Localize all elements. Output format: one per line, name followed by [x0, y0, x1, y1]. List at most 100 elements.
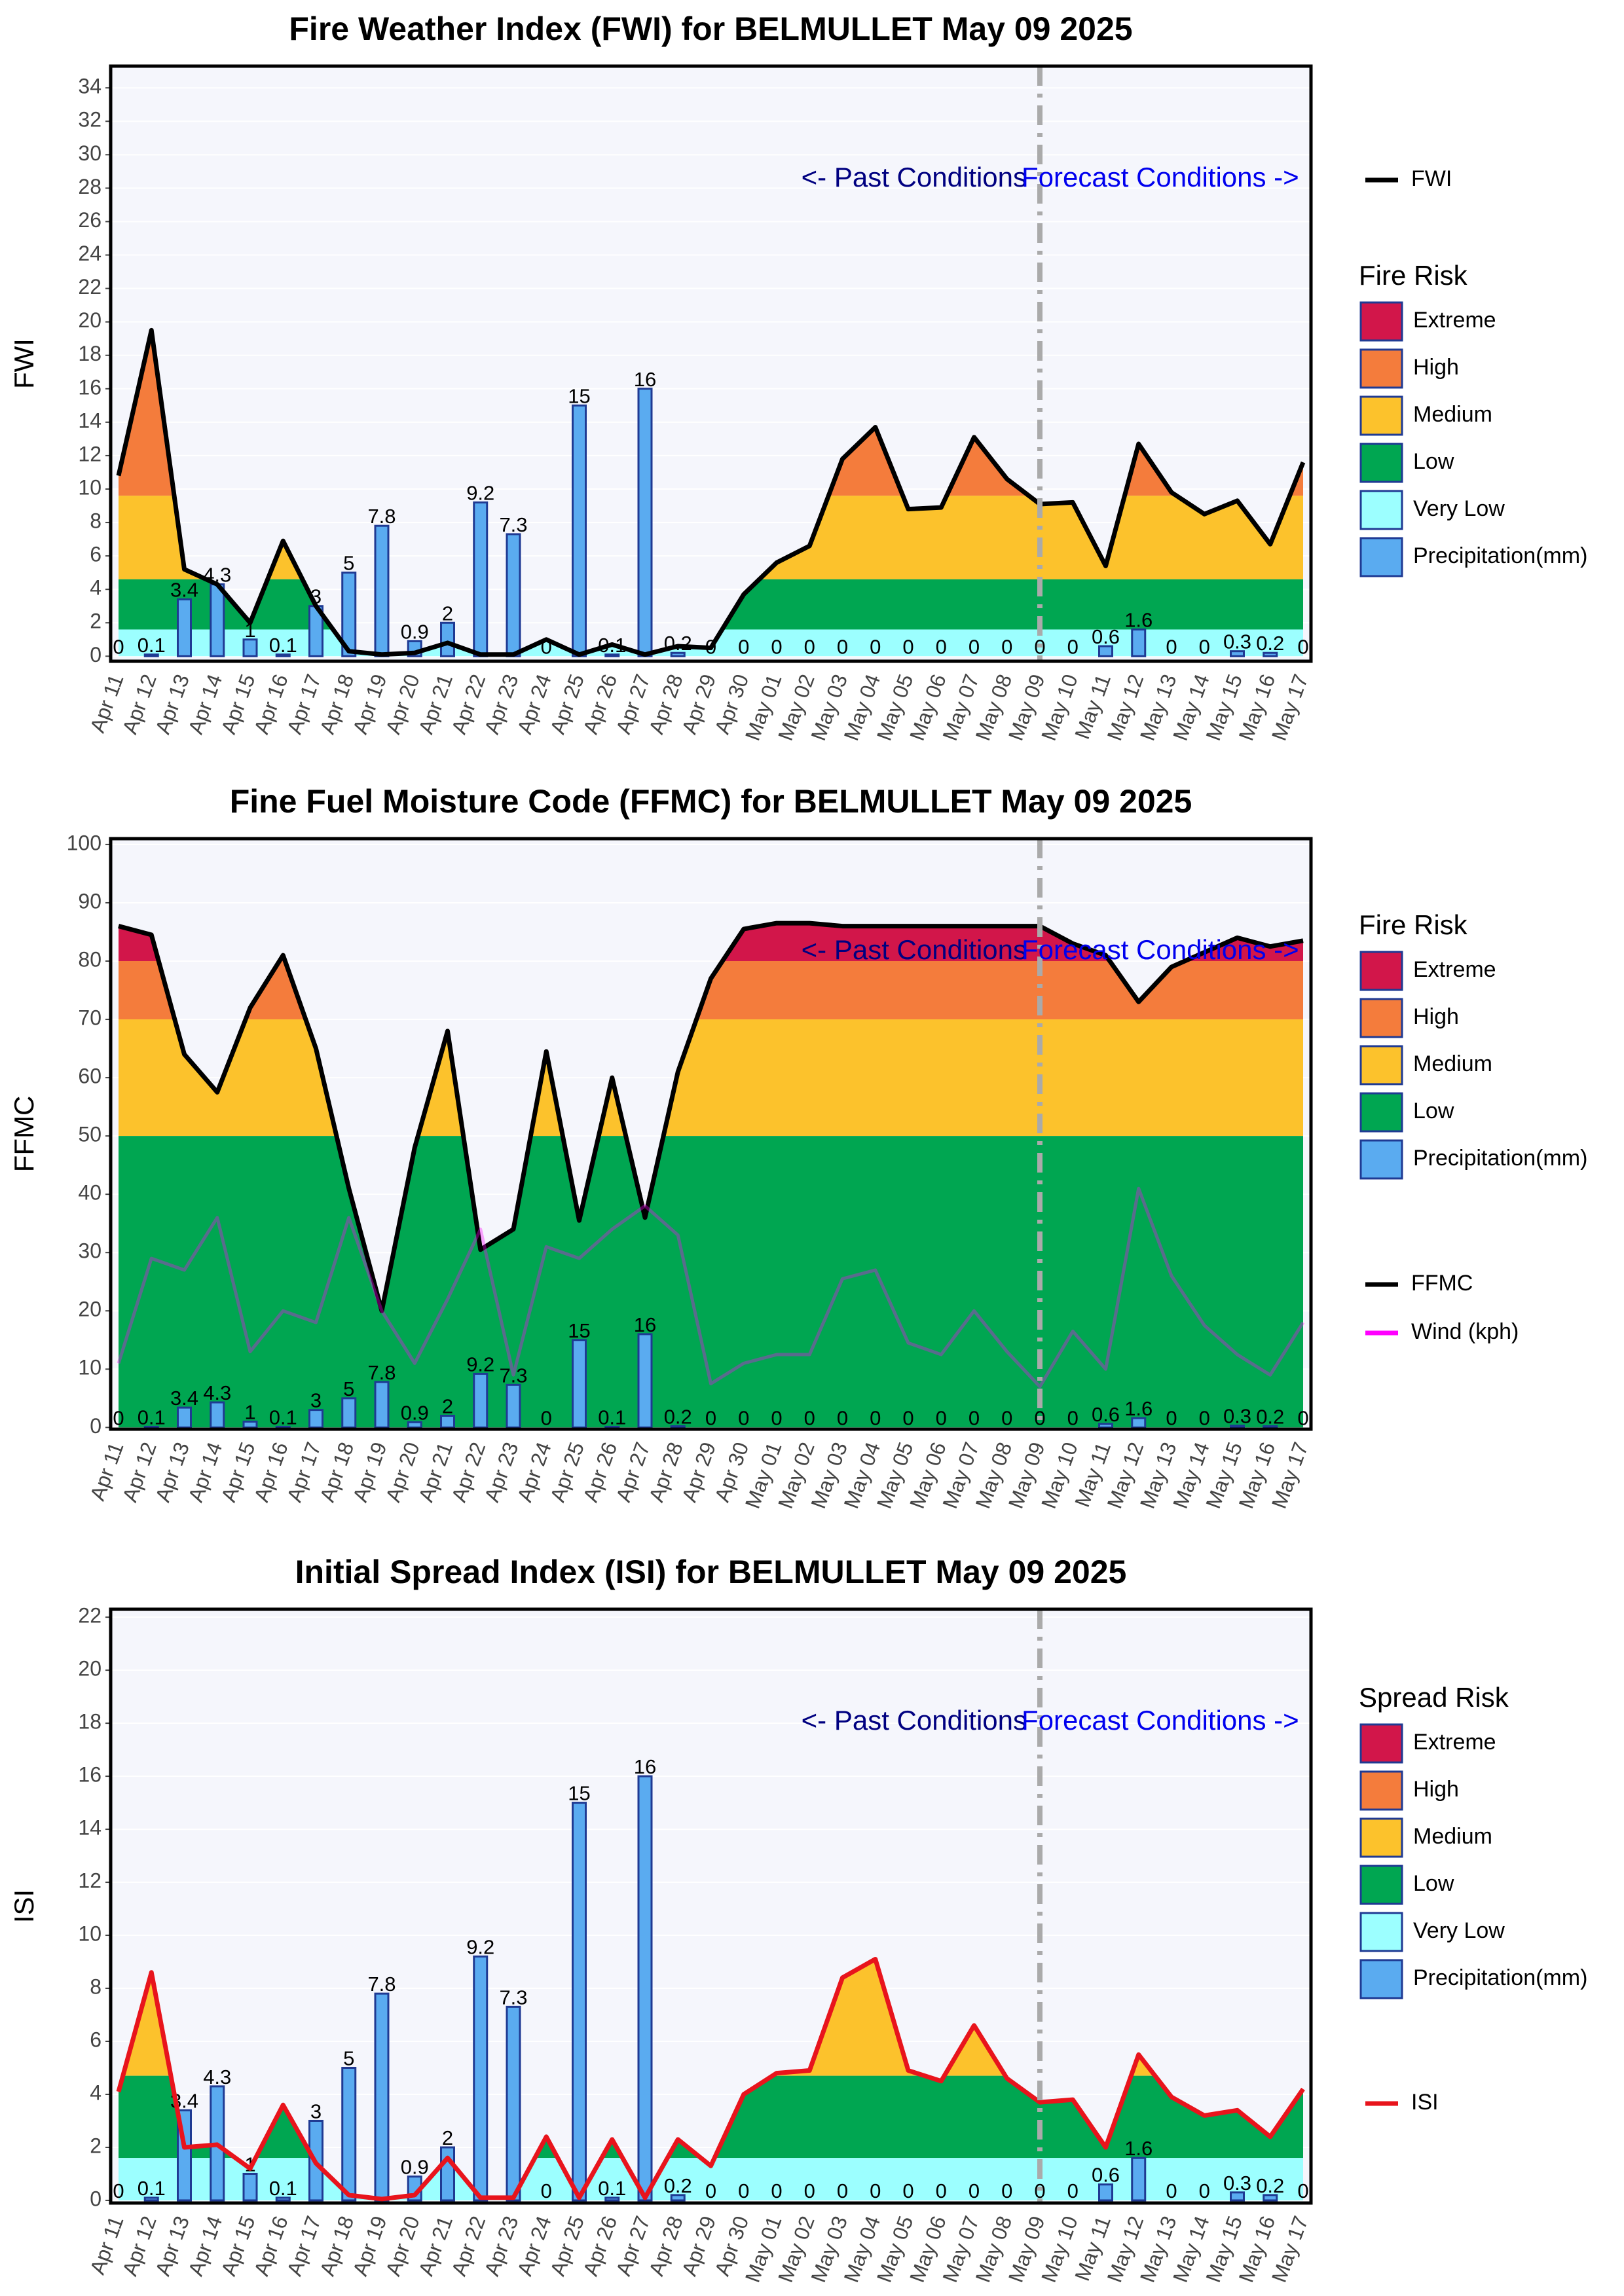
- bar-value-label: 0.3: [1223, 630, 1251, 653]
- precipitation-bar: [670, 651, 686, 657]
- bar-value-label: 0: [1067, 1406, 1079, 1429]
- bar-value-label: 0.1: [269, 634, 297, 657]
- bar-value-label: 3.4: [170, 1387, 198, 1410]
- y-tick-label: 40: [78, 1181, 101, 1205]
- bar-value-label: 0.9: [401, 620, 429, 643]
- legend-swatch: [1359, 1139, 1403, 1180]
- annotation: Forecast Conditions ->: [1022, 162, 1299, 192]
- legend-swatch: [1359, 443, 1403, 483]
- legend-label: Very Low: [1413, 1918, 1505, 1943]
- precipitation-bar: [572, 1339, 587, 1429]
- bar-value-label: 0: [870, 1406, 881, 1429]
- legend-swatch: [1359, 1770, 1403, 1811]
- legend-swatch: [1359, 301, 1403, 342]
- bar-value-label: 0.1: [598, 1406, 626, 1429]
- precipitation-bar: [473, 501, 489, 657]
- precipitation-bar: [506, 2005, 521, 2202]
- legend-label: Precipitation(mm): [1413, 1965, 1587, 1990]
- chart: Fine Fuel Moisture Code (FFMC) for BELMU…: [9, 783, 1587, 1512]
- bar-value-label: 7.8: [367, 1361, 396, 1384]
- y-tick-label: 60: [78, 1065, 101, 1088]
- bar-value-label: 0: [541, 1406, 552, 1429]
- bar-value-label: 0: [804, 1406, 815, 1429]
- y-tick-label: 10: [78, 1922, 101, 1945]
- bar-value-label: 7.3: [499, 513, 527, 536]
- bar-value-label: 0: [936, 2179, 947, 2202]
- legend-label: Extreme: [1413, 308, 1496, 333]
- legend-label: Low: [1413, 1871, 1454, 1896]
- bar-value-label: 0.6: [1092, 2164, 1120, 2187]
- y-axis-label: FWI: [9, 338, 39, 389]
- precipitation-bar: [1131, 1417, 1147, 1429]
- bar-value-label: 0: [1199, 2179, 1210, 2202]
- precipitation-bar: [637, 388, 653, 657]
- legend-swatch: [1359, 1865, 1403, 1905]
- legend-swatch: [1359, 395, 1403, 436]
- y-tick-label: 6: [90, 543, 101, 566]
- legend-swatch: [1359, 537, 1403, 577]
- precipitation-bar: [143, 653, 159, 657]
- precipitation-bar: [1131, 2157, 1147, 2202]
- precipitation-bar: [275, 653, 291, 657]
- bar-value-label: 5: [343, 552, 354, 575]
- y-tick-label: 2: [90, 2134, 101, 2157]
- bar-value-label: 0: [1297, 635, 1308, 658]
- y-tick-label: 32: [78, 108, 101, 132]
- precipitation-bar: [374, 524, 390, 657]
- risk-band: [119, 1136, 1303, 1428]
- bar-value-label: 0: [738, 1406, 749, 1429]
- bar-value-label: 15: [568, 1782, 590, 1805]
- y-tick-label: 20: [78, 1657, 101, 1681]
- precipitation-bar: [308, 1409, 323, 1429]
- bar-value-label: 3: [310, 1389, 322, 1412]
- bar-value-label: 0.1: [598, 2177, 626, 2200]
- precipitation-bar: [407, 1421, 422, 1429]
- y-tick-label: 24: [78, 242, 101, 265]
- y-tick-label: 12: [78, 1869, 101, 1893]
- y-tick-label: 8: [90, 509, 101, 533]
- bar-value-label: 0: [1166, 1406, 1177, 1429]
- bar-value-label: 0: [771, 2179, 782, 2202]
- y-tick-label: 2: [90, 610, 101, 633]
- precipitation-bar: [637, 1333, 653, 1429]
- legend-label: Medium: [1413, 402, 1492, 427]
- risk-band: [119, 1019, 1303, 1137]
- annotation: Forecast Conditions ->: [1022, 934, 1299, 965]
- bar-value-label: 0.2: [664, 632, 692, 655]
- y-tick-label: 4: [90, 2081, 101, 2104]
- bar-value-label: 7.3: [499, 1986, 527, 2009]
- y-tick-label: 34: [78, 75, 101, 98]
- precipitation-bar: [440, 2146, 455, 2202]
- y-tick-label: 90: [78, 889, 101, 913]
- legend-label: FWI: [1411, 166, 1452, 191]
- bar-value-label: 0: [705, 1406, 716, 1429]
- y-tick-label: 20: [78, 1298, 101, 1321]
- bar-value-label: 0: [1067, 635, 1079, 658]
- index-line: [116, 327, 1306, 657]
- bar-value-label: 0: [705, 2179, 716, 2202]
- index-line: [117, 1186, 1305, 1389]
- bar-value-label: 0: [837, 1406, 848, 1429]
- precipitation-bar: [143, 2196, 159, 2202]
- bar-value-label: 0: [113, 1406, 124, 1429]
- y-axis-label: FFMC: [9, 1096, 39, 1173]
- precipitation-bar: [1263, 651, 1278, 657]
- y-tick-label: 10: [78, 475, 101, 499]
- precipitation-bar: [210, 583, 225, 657]
- risk-bands: [119, 923, 1303, 1428]
- bar-value-label: 0: [1067, 2179, 1079, 2202]
- precipitation-bar: [242, 638, 258, 657]
- bar-value-label: 0.9: [401, 1401, 429, 1424]
- legend-title: Spread Risk: [1359, 1682, 1509, 1713]
- bar-value-label: 0.1: [269, 1406, 297, 1429]
- bar-value-label: 0: [870, 2179, 881, 2202]
- precipitation-bar: [440, 1415, 455, 1429]
- y-tick-label: 0: [90, 643, 101, 666]
- legend-swatch: [1359, 951, 1403, 991]
- legend-label: High: [1413, 1004, 1459, 1029]
- legend-swatch: [1359, 348, 1403, 389]
- plot-frame: [109, 837, 1313, 1431]
- bar-value-label: 0.3: [1223, 1405, 1251, 1428]
